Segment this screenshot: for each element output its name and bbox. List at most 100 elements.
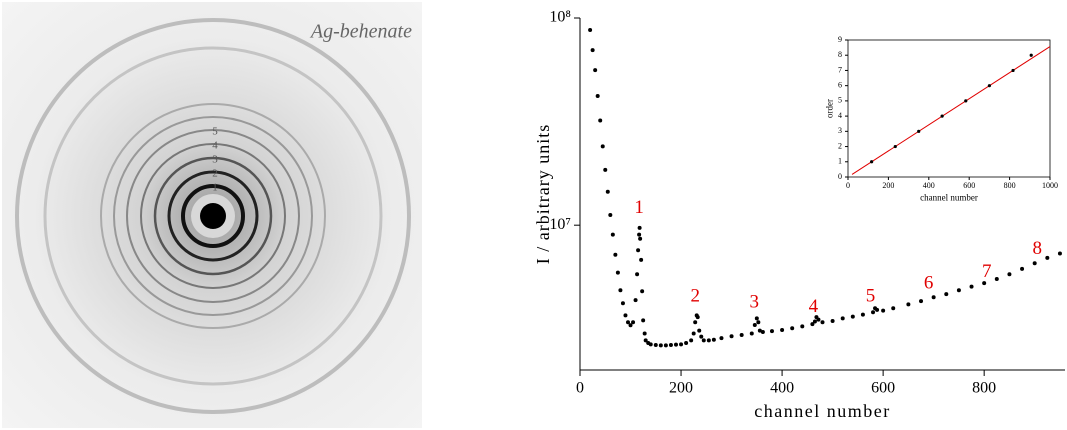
data-point (940, 114, 944, 118)
data-point (697, 328, 702, 333)
data-point (653, 343, 658, 348)
ring (126, 129, 300, 303)
data-point (615, 270, 620, 275)
data-point (631, 320, 636, 325)
diffraction-image: Ag-behenate 5 4 3 2 1 (2, 2, 422, 428)
data-point (613, 252, 618, 257)
data-point (598, 118, 603, 123)
data-point (906, 302, 911, 307)
image-label: Ag-behenate (309, 21, 412, 43)
data-point (790, 326, 795, 331)
x-tick-label: 600 (871, 379, 895, 396)
ring-label: 1 (212, 182, 218, 194)
data-point (754, 316, 759, 321)
data-point (739, 333, 744, 338)
x-tick-label: 600 (963, 181, 975, 190)
data-point (1007, 272, 1012, 277)
peak-label: 2 (690, 285, 700, 306)
x-tick-label: 400 (770, 379, 794, 396)
data-point (641, 318, 646, 323)
data-point (636, 248, 641, 253)
data-point (643, 338, 648, 343)
data-point (871, 310, 876, 315)
data-point (994, 276, 999, 281)
peak-label: 1 (634, 197, 644, 218)
data-point (812, 319, 817, 324)
y-tick-label: 2 (838, 141, 842, 150)
data-point (628, 323, 633, 328)
x-tick-label: 800 (972, 379, 996, 396)
data-point (588, 28, 593, 33)
fit-line (851, 46, 1051, 175)
data-point (956, 288, 961, 293)
plot-frame (847, 39, 1051, 178)
x-tick-label: 800 (1004, 181, 1016, 190)
data-point (593, 68, 598, 73)
data-point (893, 144, 897, 149)
data-point (1032, 261, 1037, 266)
data-point (891, 306, 896, 311)
data-point (689, 338, 694, 343)
peak-label: 3 (750, 292, 760, 313)
data-point (625, 320, 630, 325)
data-point (870, 160, 874, 164)
y-tick-label: 3 (838, 126, 842, 135)
ring (15, 18, 411, 414)
data-point (618, 288, 623, 293)
data-point (830, 318, 835, 323)
data-point (810, 322, 815, 327)
y-axis-label: order (824, 99, 834, 118)
data-point (691, 331, 696, 336)
peak-label: 7 (982, 261, 992, 282)
data-point (719, 336, 724, 341)
x-tick-label: 200 (669, 379, 693, 396)
data-point (635, 272, 640, 277)
data-point (693, 320, 698, 325)
peak-label: 4 (809, 296, 819, 317)
y-tick-label: 1 (838, 157, 842, 166)
data-point (756, 320, 761, 325)
data-point (639, 257, 644, 262)
data-point (648, 342, 653, 347)
inset-chart: 0 200 400 600 800 1000 0 1 2 3 4 5 6 7 8 9 channel numbe… (824, 35, 1058, 203)
ring (113, 116, 313, 316)
data-point (638, 236, 643, 241)
data-point (590, 48, 595, 53)
data-point (637, 225, 642, 230)
data-point (711, 337, 716, 342)
data-point (620, 301, 625, 306)
y-tick-label: 0 (838, 172, 842, 181)
data-point (964, 99, 968, 103)
data-point (699, 334, 704, 339)
data-point (881, 308, 886, 313)
x-tick-label: 200 (882, 181, 894, 190)
data-point (800, 324, 805, 329)
data-point (987, 84, 992, 88)
data-point (608, 212, 613, 217)
peak-label: 5 (866, 285, 876, 306)
ring-label: 3 (212, 154, 218, 166)
data-point (673, 342, 678, 347)
ring-label: 2 (212, 168, 218, 180)
beam-stop (200, 203, 226, 229)
data-point (640, 289, 645, 294)
data-point (860, 312, 865, 317)
data-point (982, 281, 987, 286)
data-point (1057, 251, 1062, 256)
data-point (780, 327, 785, 332)
data-point (684, 340, 689, 345)
y-axis-label: I / arbitrary units (533, 124, 553, 264)
ring-labels: 5 4 3 2 1 (212, 126, 218, 194)
data-point (875, 307, 880, 312)
data-point (969, 284, 974, 289)
data-point (679, 342, 684, 347)
data-point (919, 299, 924, 304)
ring (181, 184, 245, 248)
y-tick-label: 9 (838, 35, 842, 44)
data-point (729, 334, 734, 339)
ring (153, 156, 273, 276)
data-point (695, 315, 700, 320)
data-point (600, 144, 605, 149)
